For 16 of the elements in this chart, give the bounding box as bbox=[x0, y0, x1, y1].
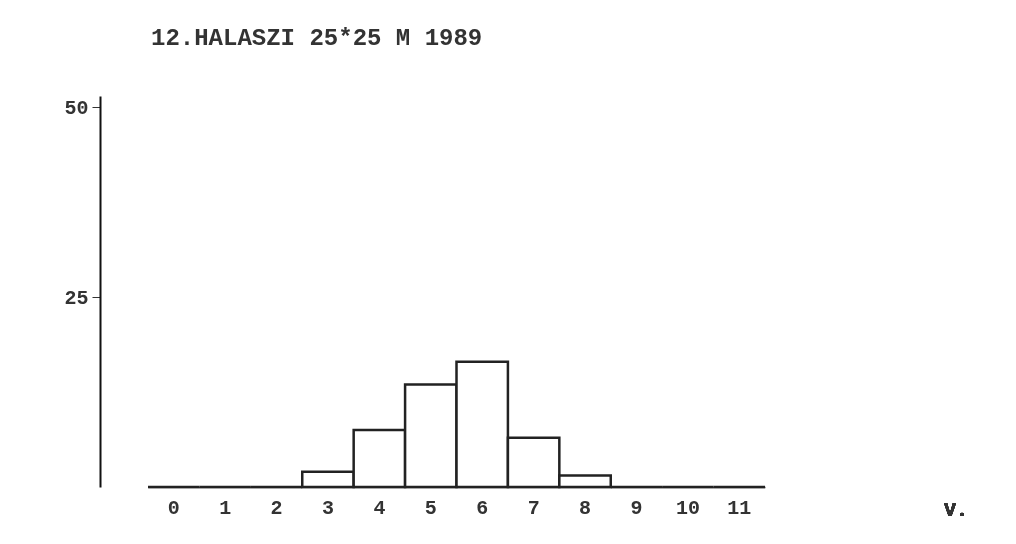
y-tick-label: 25 bbox=[64, 286, 89, 310]
x-tick-label: 0 bbox=[167, 496, 180, 520]
x-tick-label: 10 bbox=[675, 496, 700, 520]
x-tick-label: 11 bbox=[727, 496, 752, 520]
x-tick-label: 2 bbox=[270, 496, 283, 520]
x-tick-label: 3 bbox=[321, 496, 334, 520]
x-tick-label: 5 bbox=[424, 496, 437, 520]
chart-title: 12.HALASZI 25*25 M 1989 bbox=[151, 25, 483, 52]
x-tick-label: 7 bbox=[527, 496, 540, 520]
x-tick-label: 8 bbox=[579, 496, 592, 520]
x-tick-label: 4 bbox=[373, 496, 386, 520]
x-tick-label: 9 bbox=[630, 496, 643, 520]
text: V. bbox=[943, 499, 968, 522]
y-tick-label: 50 bbox=[64, 96, 89, 120]
x-tick-label: 1 bbox=[219, 496, 232, 520]
x-tick-label: 6 bbox=[476, 496, 489, 520]
